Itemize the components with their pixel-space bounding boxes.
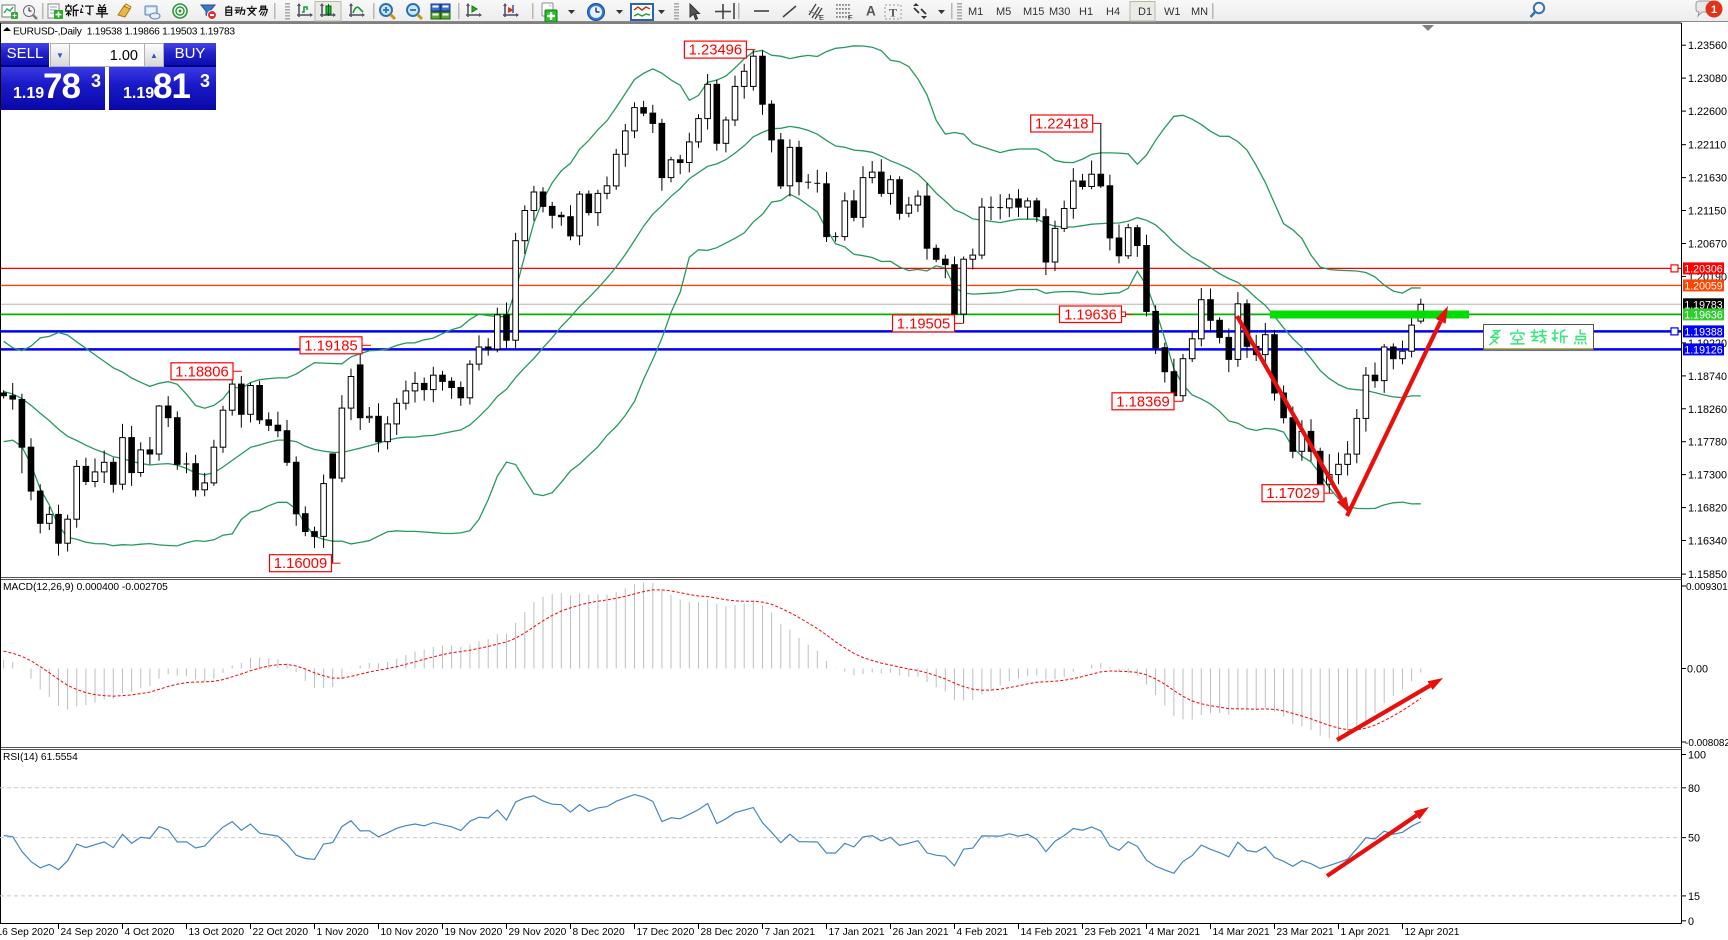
- svg-text:A: A: [866, 4, 876, 19]
- svg-text:1.19126: 1.19126: [1684, 344, 1722, 356]
- svg-text:7 Jan 2021: 7 Jan 2021: [765, 927, 816, 938]
- svg-text:4 Feb 2021: 4 Feb 2021: [957, 927, 1009, 938]
- svg-text:16 Sep 2020: 16 Sep 2020: [0, 927, 55, 938]
- svg-text:1.20059: 1.20059: [1684, 280, 1722, 292]
- svg-text:M1: M1: [968, 6, 983, 18]
- svg-text:T: T: [889, 6, 897, 20]
- svg-text:1.19505: 1.19505: [897, 316, 951, 332]
- svg-text:24 Sep 2020: 24 Sep 2020: [61, 927, 119, 938]
- svg-text:1.16340: 1.16340: [1688, 536, 1727, 548]
- svg-text:1.22600: 1.22600: [1688, 106, 1727, 118]
- svg-text:1.19185: 1.19185: [304, 338, 358, 354]
- svg-text:14 Mar 2021: 14 Mar 2021: [1213, 927, 1271, 938]
- svg-text:19 Nov 2020: 19 Nov 2020: [445, 927, 503, 938]
- svg-text:1.18369: 1.18369: [1116, 394, 1170, 410]
- svg-text:F: F: [848, 13, 853, 22]
- svg-text:80: 80: [1688, 783, 1700, 795]
- svg-text:1.22110: 1.22110: [1688, 140, 1726, 152]
- svg-text:1.18740: 1.18740: [1688, 371, 1727, 383]
- svg-text:1.23560: 1.23560: [1688, 40, 1727, 52]
- svg-text:29 Nov 2020: 29 Nov 2020: [509, 927, 567, 938]
- svg-text:12 Apr 2021: 12 Apr 2021: [1405, 927, 1460, 938]
- svg-text:0: 0: [1688, 916, 1694, 928]
- svg-text:1.20306: 1.20306: [1684, 263, 1722, 275]
- svg-text:H4: H4: [1106, 6, 1120, 18]
- svg-text:8 Dec 2020: 8 Dec 2020: [573, 927, 625, 938]
- svg-text:23 Mar 2021: 23 Mar 2021: [1277, 927, 1335, 938]
- svg-text:E: E: [819, 13, 824, 22]
- svg-text:1.20670: 1.20670: [1688, 239, 1727, 251]
- svg-text:17 Jan 2021: 17 Jan 2021: [829, 927, 885, 938]
- svg-text:1: 1: [1711, 4, 1717, 16]
- svg-text:0.009301: 0.009301: [1686, 582, 1728, 593]
- svg-text:14 Feb 2021: 14 Feb 2021: [1021, 927, 1079, 938]
- svg-text:4 Mar 2021: 4 Mar 2021: [1149, 927, 1201, 938]
- svg-text:0.00: 0.00: [1687, 664, 1708, 676]
- svg-text:MACD(12,26,9) 0.000400 -0.0027: MACD(12,26,9) 0.000400 -0.002705: [3, 582, 168, 593]
- svg-text:1.18260: 1.18260: [1688, 404, 1727, 416]
- svg-text:1 Nov 2020: 1 Nov 2020: [317, 927, 369, 938]
- svg-text:1.23496: 1.23496: [689, 43, 743, 59]
- svg-text:M5: M5: [996, 6, 1011, 18]
- svg-text:1.18806: 1.18806: [175, 364, 229, 380]
- svg-text:D1: D1: [1138, 6, 1152, 18]
- svg-text:100: 100: [1688, 750, 1706, 762]
- svg-text:RSI(14) 61.5554: RSI(14) 61.5554: [3, 752, 78, 763]
- svg-text:1.19636: 1.19636: [1064, 308, 1116, 324]
- svg-text:50: 50: [1688, 833, 1700, 845]
- svg-text:4 Oct 2020: 4 Oct 2020: [125, 927, 175, 938]
- svg-text:1.16820: 1.16820: [1688, 503, 1727, 515]
- svg-text:22 Oct 2020: 22 Oct 2020: [253, 927, 309, 938]
- svg-text:1.19783: 1.19783: [1684, 299, 1722, 311]
- svg-text:1.21150: 1.21150: [1688, 206, 1726, 218]
- svg-text:M30: M30: [1049, 6, 1070, 18]
- svg-text:1.17029: 1.17029: [1266, 486, 1320, 502]
- svg-text:10 Nov 2020: 10 Nov 2020: [381, 927, 439, 938]
- svg-text:1.16009: 1.16009: [274, 556, 328, 572]
- svg-text:1.17780: 1.17780: [1688, 437, 1727, 449]
- svg-text:-0.008082: -0.008082: [1685, 738, 1728, 749]
- svg-text:1.19636: 1.19636: [1684, 309, 1722, 321]
- svg-text:23 Feb 2021: 23 Feb 2021: [1085, 927, 1143, 938]
- svg-text:1.21630: 1.21630: [1688, 173, 1727, 185]
- svg-text:1.22418: 1.22418: [1035, 117, 1089, 133]
- svg-text:1.23080: 1.23080: [1688, 73, 1727, 85]
- svg-text:1.19388: 1.19388: [1684, 326, 1722, 338]
- svg-text:28 Dec 2020: 28 Dec 2020: [701, 927, 759, 938]
- svg-text:1 Apr 2021: 1 Apr 2021: [1341, 927, 1391, 938]
- svg-text:17 Dec 2020: 17 Dec 2020: [637, 927, 695, 938]
- svg-text:1.15850: 1.15850: [1688, 569, 1727, 581]
- svg-text:H1: H1: [1079, 6, 1093, 18]
- svg-text:W1: W1: [1164, 6, 1181, 18]
- svg-text:EURUSD-,Daily 1.19538 1.19866: EURUSD-,Daily 1.19538 1.19866 1.19503 1.…: [13, 27, 235, 38]
- svg-text:M15: M15: [1023, 6, 1044, 18]
- svg-text:15: 15: [1688, 891, 1700, 903]
- svg-text:1.17300: 1.17300: [1688, 470, 1727, 482]
- svg-text:26 Jan 2021: 26 Jan 2021: [893, 927, 949, 938]
- svg-text:13 Oct 2020: 13 Oct 2020: [189, 927, 245, 938]
- svg-text:MN: MN: [1191, 6, 1208, 18]
